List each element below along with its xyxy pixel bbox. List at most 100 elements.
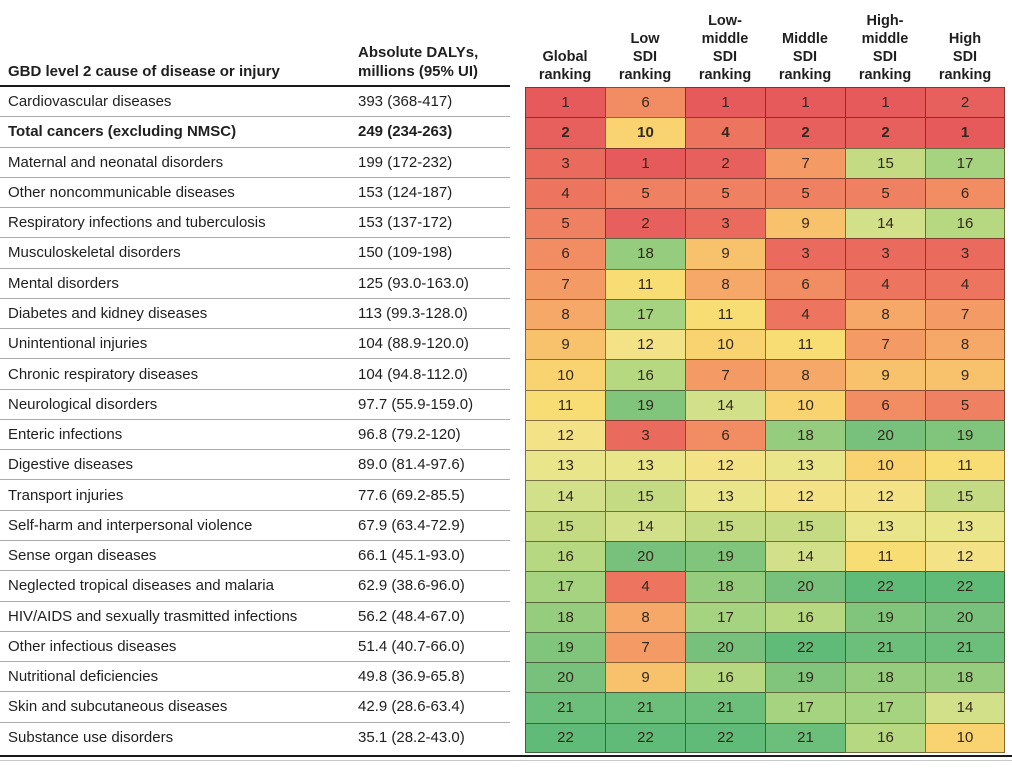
dalys-value: 56.2 (48.4-67.0) xyxy=(358,607,465,625)
cause-label: Total cancers (excluding NMSC) xyxy=(8,123,237,141)
rank-cell: 5 xyxy=(845,177,925,209)
table-row: Neglected tropical diseases and malaria 6… xyxy=(0,571,510,602)
rank-cell: 22 xyxy=(845,571,925,602)
ranking-grid: 1 6 1 1 1 2 2 10 4 2 2 1 3 1 2 7 15 17 4 5 5 5 5 6 5 2 3 9 14 16 6 18 9 3… xyxy=(525,87,1005,753)
rank-cell: 14 xyxy=(845,208,925,239)
dalys-value: 96.8 (79.2-120) xyxy=(358,426,461,444)
cause-label: Other noncommunicable diseases xyxy=(8,183,235,201)
rank-cell: 11 xyxy=(605,268,685,299)
table-row: Transport injuries 77.6 (69.2-85.5) xyxy=(0,480,510,511)
dalys-value: 249 (234-263) xyxy=(358,123,453,141)
rank-cell: 2 xyxy=(525,117,605,148)
rank-cell: 17 xyxy=(845,692,925,723)
cause-label: Respiratory infections and tuberculosis xyxy=(8,214,266,232)
rank-cell: 1 xyxy=(605,147,685,178)
rank-cell: 15 xyxy=(845,147,925,178)
table-row: Sense organ diseases 66.1 (45.1-93.0) xyxy=(0,541,510,572)
rank-cell: 3 xyxy=(845,238,925,269)
rank-cell: 7 xyxy=(525,268,605,299)
rank-cell: 6 xyxy=(605,87,685,118)
cause-label: Substance use disorders xyxy=(8,729,174,747)
cause-label: Sense organ diseases xyxy=(8,547,157,565)
cause-label: Cardiovascular diseases xyxy=(8,93,172,111)
cause-label: Mental disorders xyxy=(8,274,119,292)
rank-cell: 20 xyxy=(605,540,685,572)
rank-cell: 17 xyxy=(525,571,605,602)
cause-label: Musculoskeletal disorders xyxy=(8,244,181,262)
rank-cell: 21 xyxy=(525,692,605,723)
rank-cell: 15 xyxy=(605,480,685,511)
rank-cell: 19 xyxy=(525,631,605,663)
rank-cell: 2 xyxy=(925,87,1005,118)
rank-cell: 8 xyxy=(765,359,845,390)
dalys-value: 125 (93.0-163.0) xyxy=(358,274,469,292)
rank-cell: 4 xyxy=(845,268,925,299)
column-header-middle-sdi-ranking: Middle SDI ranking xyxy=(778,31,832,83)
dalys-value: 104 (88.9-120.0) xyxy=(358,335,469,353)
rank-cell: 10 xyxy=(685,329,765,360)
rank-cell: 17 xyxy=(925,147,1005,178)
rank-cell: 11 xyxy=(765,329,845,360)
column-header-low-sdi-ranking: Low SDI ranking xyxy=(618,31,672,83)
column-header-high-sdi-ranking: High SDI ranking xyxy=(938,31,992,83)
rank-cell: 17 xyxy=(685,601,765,632)
rank-cell: 10 xyxy=(845,450,925,481)
table-row: Enteric infections 96.8 (79.2-120) xyxy=(0,420,510,451)
rank-cell: 13 xyxy=(765,450,845,481)
rank-cell: 1 xyxy=(685,87,765,118)
rank-cell: 5 xyxy=(765,177,845,209)
dalys-value: 150 (109-198) xyxy=(358,244,453,262)
rank-cell: 8 xyxy=(685,268,765,299)
rank-cell: 13 xyxy=(925,510,1005,541)
rank-cell: 18 xyxy=(685,571,765,602)
rank-cell: 12 xyxy=(605,329,685,360)
rank-cell: 16 xyxy=(605,359,685,390)
rank-cell: 4 xyxy=(685,117,765,148)
rank-cell: 19 xyxy=(605,389,685,420)
rank-cell: 11 xyxy=(925,450,1005,481)
rank-cell: 6 xyxy=(765,268,845,299)
rank-cell: 4 xyxy=(525,177,605,209)
rank-cell: 14 xyxy=(925,692,1005,723)
rank-cell: 5 xyxy=(525,208,605,239)
rank-cell: 9 xyxy=(925,359,1005,390)
rank-cell: 15 xyxy=(765,510,845,541)
rank-cell: 1 xyxy=(525,87,605,118)
table-row: HIV/AIDS and sexually trasmitted infecti… xyxy=(0,602,510,632)
rank-cell: 4 xyxy=(925,268,1005,299)
column-header-global-ranking: Global ranking xyxy=(538,49,592,83)
dalys-value: 199 (172-232) xyxy=(358,153,453,171)
rank-cell: 21 xyxy=(685,692,765,723)
rank-cell: 21 xyxy=(605,692,685,723)
rank-cell: 9 xyxy=(605,662,685,693)
rank-cell: 14 xyxy=(765,540,845,572)
rank-cell: 11 xyxy=(845,540,925,572)
rank-cell: 7 xyxy=(605,631,685,663)
ranking-column-headers: Global ranking Low SDI ranking Low- midd… xyxy=(525,12,1005,84)
rank-cell: 16 xyxy=(525,540,605,572)
rank-cell: 16 xyxy=(685,662,765,693)
cause-label: Diabetes and kidney diseases xyxy=(8,304,208,322)
dalys-column-header: Absolute DALYs, millions (95% UI) xyxy=(358,44,479,80)
table-row: Chronic respiratory diseases 104 (94.8-11… xyxy=(0,359,510,390)
dalys-value: 153 (124-187) xyxy=(358,183,453,201)
cause-dalys-rows: Cardiovascular diseases 393 (368-417) Tota… xyxy=(0,87,510,753)
cause-label: Maternal and neonatal disorders xyxy=(8,153,224,171)
rank-cell: 16 xyxy=(925,208,1005,239)
rank-cell: 20 xyxy=(925,601,1005,632)
rank-cell: 19 xyxy=(685,540,765,572)
rank-cell: 1 xyxy=(845,87,925,118)
rank-cell: 8 xyxy=(925,329,1005,360)
table-row: Mental disorders 125 (93.0-163.0) xyxy=(0,269,510,299)
rank-cell: 4 xyxy=(605,571,685,602)
table-row: Diabetes and kidney diseases 113 (99.3-12… xyxy=(0,299,510,330)
rank-cell: 5 xyxy=(685,177,765,209)
rank-cell: 18 xyxy=(765,419,845,451)
cause-label: Self-harm and interpersonal violence xyxy=(8,516,253,534)
rank-cell: 12 xyxy=(765,480,845,511)
column-header-high-middle-sdi-ranking: High- middle SDI ranking xyxy=(858,13,912,83)
rank-cell: 18 xyxy=(845,662,925,693)
rank-cell: 7 xyxy=(685,359,765,390)
cause-label: HIV/AIDS and sexually trasmitted infecti… xyxy=(8,607,298,625)
